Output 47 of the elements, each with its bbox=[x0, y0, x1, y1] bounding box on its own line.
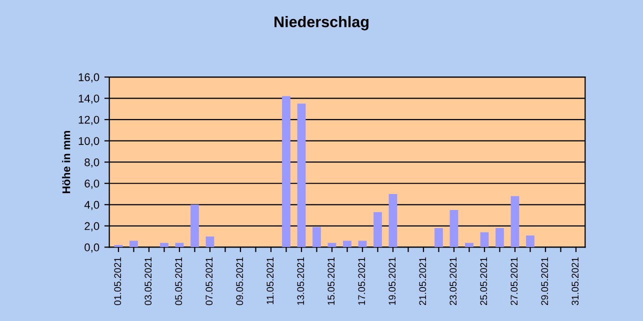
x-tick-label: 19.05.2021 bbox=[388, 257, 396, 305]
bar bbox=[130, 240, 138, 248]
bar bbox=[450, 210, 458, 248]
chart-title: Niederschlag bbox=[274, 16, 368, 30]
bar bbox=[358, 240, 367, 248]
bar bbox=[510, 196, 520, 248]
x-tick-label: 31.05.2021 bbox=[572, 257, 579, 306]
y-tick-label: 6,0 bbox=[84, 180, 100, 189]
bar bbox=[526, 235, 534, 248]
x-tick-label: 25.05.2021 bbox=[480, 257, 488, 306]
y-tick-label: 14,0 bbox=[78, 94, 100, 104]
y-tick-label: 0,0 bbox=[84, 243, 100, 253]
y-tick-label: 12,0 bbox=[78, 116, 100, 126]
y-tick-label: 8,0 bbox=[84, 158, 100, 168]
bar bbox=[160, 242, 168, 248]
y-tick-label: 10,0 bbox=[78, 137, 100, 146]
x-tick-label: 13.05.2021 bbox=[297, 257, 304, 305]
x-tick-label: 21.05.2021 bbox=[419, 257, 426, 306]
bar bbox=[190, 204, 199, 248]
bar bbox=[312, 226, 321, 248]
bar bbox=[388, 194, 398, 248]
x-tick-label: 07.05.2021 bbox=[206, 257, 213, 306]
x-tick-label: 09.05.2021 bbox=[236, 257, 244, 306]
y-tick-label: 2,0 bbox=[84, 222, 100, 232]
x-tick-label: 15.05.2021 bbox=[328, 257, 335, 305]
bar bbox=[297, 104, 306, 248]
x-tick-label: 05.05.2021 bbox=[175, 257, 182, 306]
x-tick-label: 27.05.2021 bbox=[510, 257, 518, 306]
bar bbox=[374, 212, 382, 248]
y-axis-title: Höhe in mm bbox=[62, 131, 70, 194]
x-tick-label: 11.05.2021 bbox=[266, 257, 274, 304]
bar bbox=[343, 240, 352, 248]
x-tick-label: 01.05.2021 bbox=[114, 257, 122, 306]
x-tick-label: 17.05.2021 bbox=[358, 257, 366, 305]
bar bbox=[434, 228, 443, 248]
y-tick-label: 16,0 bbox=[78, 73, 100, 82]
x-tick-label: 29.05.2021 bbox=[541, 257, 548, 306]
y-tick-label: 4,0 bbox=[84, 200, 100, 210]
bar bbox=[496, 228, 504, 248]
bar bbox=[175, 242, 184, 248]
x-tick-label: 03.05.2021 bbox=[144, 257, 152, 306]
bar bbox=[282, 96, 290, 248]
bar bbox=[206, 236, 214, 248]
x-tick-label: 23.05.2021 bbox=[450, 257, 457, 306]
bar bbox=[480, 232, 489, 248]
bar bbox=[465, 242, 474, 248]
bar bbox=[328, 242, 336, 248]
